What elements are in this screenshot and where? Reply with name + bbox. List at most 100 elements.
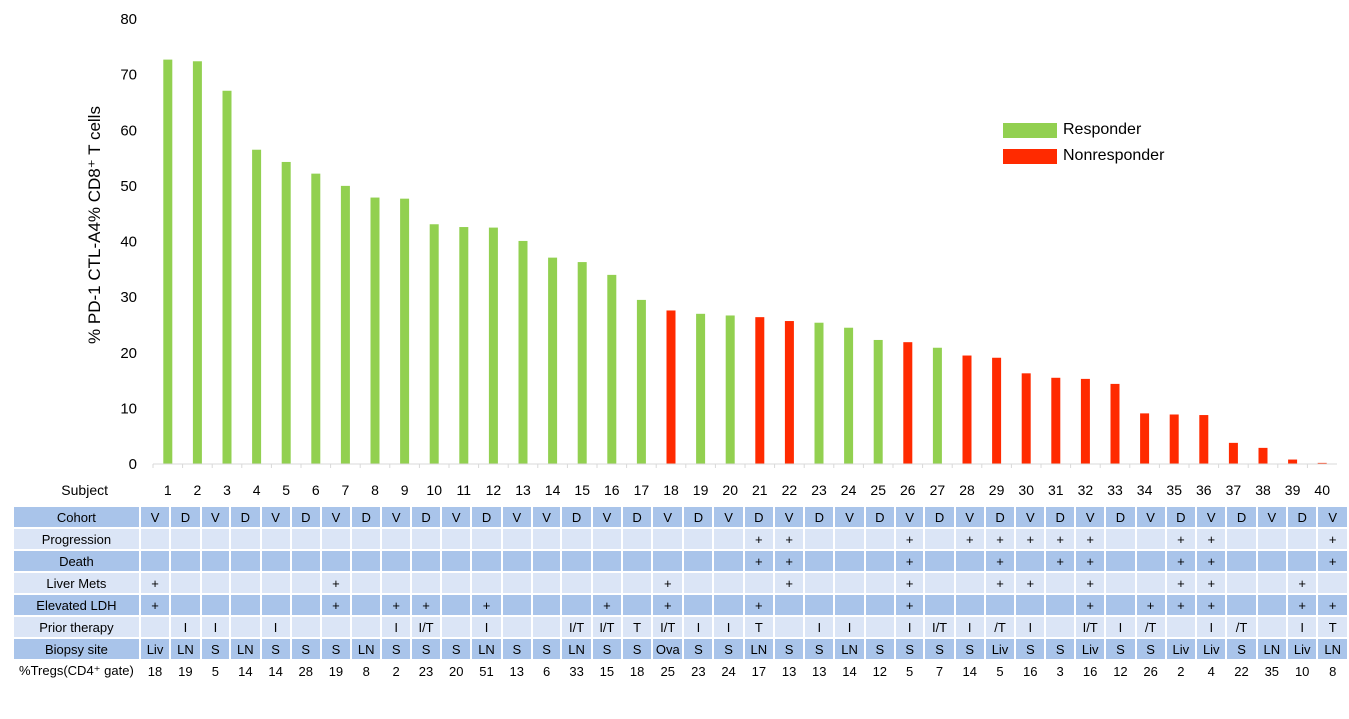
table-cell: 5 [906,663,914,679]
table-cell [1257,529,1286,549]
bar-subject-11 [459,227,469,464]
y-axis: 0 10 20 30 40 50 60 70 80 [120,11,137,473]
table-cell [231,551,260,571]
table-cell: + [1166,573,1196,593]
table-cell: V [382,507,410,527]
table-cell: 2 [1177,663,1185,679]
bar-subject-16 [607,274,617,464]
bar-subject-17 [636,299,646,464]
table-cell: + [1016,529,1045,549]
table-cell [1257,617,1286,637]
table-cell [201,573,230,593]
table-cell: I [171,617,200,637]
table-cell [1227,573,1256,593]
row-label: Elevated LDH [14,595,139,615]
table-cell [592,529,622,549]
table-cell [562,573,591,593]
table-cell [291,573,320,593]
table-cell: S [592,639,622,659]
x-tick-label: 19 [693,482,709,498]
table-cell [442,617,471,637]
y-tick-label: 80 [120,11,137,28]
x-tick-label: 10 [426,482,442,498]
row-label: Death [14,551,139,571]
table-cell: + [1288,595,1317,615]
table-cell [1257,551,1286,571]
table-cell: 25 [660,663,675,679]
table-cell: + [321,573,350,593]
table-cell: S [201,639,230,659]
table-cell: Liv [140,639,170,659]
table-cell: 5 [211,663,219,679]
table-cell [140,617,170,637]
table-cell: + [1197,595,1226,615]
table-cell [623,551,652,571]
table-cell [411,529,441,549]
table-cell: D [865,507,894,527]
table-cell: S [865,639,894,659]
y-tick-label: 70 [120,67,137,84]
bar-subject-30 [1021,373,1031,464]
table-cell [684,551,713,571]
x-tick-label: 38 [1255,482,1271,498]
table-cell [352,529,381,549]
table-row: Liver Mets + + + + + + + + + + + [14,573,1347,593]
table-cell: V [442,507,471,527]
bar-subject-38 [1258,447,1268,464]
table-cell: S [1046,639,1074,659]
table-cell [140,551,170,571]
table-cell: 24 [721,663,736,679]
x-tick-label: 7 [342,482,350,498]
table-cell [714,551,743,571]
table-cell [865,595,894,615]
table-cell [684,573,713,593]
table-cell: I [1016,617,1045,637]
table-cell [1166,617,1196,637]
y-tick-label: 60 [120,122,137,139]
table-cell [291,551,320,571]
table-cell: + [1197,529,1226,549]
x-tick-label: 30 [1018,482,1034,498]
table-cell [562,529,591,549]
table-row: Death + + + + + + + + + [14,551,1347,571]
table-cell: LN [744,639,774,659]
table-cell: 14 [842,663,857,679]
table-cell: D [1288,507,1317,527]
subject-row-label: Subject [61,482,108,498]
table-cell: 16 [1082,663,1098,679]
table-cell: S [261,639,290,659]
table-cell: 16 [1023,663,1038,679]
table-cell [171,573,200,593]
table-cell [532,573,561,593]
table-cell: I [261,617,290,637]
bar-subject-32 [1080,378,1090,464]
table-cell [291,617,320,637]
table-cell: S [714,639,743,659]
table-cell: + [744,529,774,549]
table-cell [201,551,230,571]
table-cell: + [1197,573,1226,593]
table-cell: V [1075,507,1105,527]
x-tick-label: 5 [282,482,290,498]
table-cell [472,573,501,593]
bar-subject-39 [1288,459,1298,464]
x-tick-label: 24 [841,482,857,498]
table-cell: V [592,507,622,527]
table-cell [684,529,713,549]
table-cell [502,617,531,637]
table-cell: + [653,573,683,593]
table-cell: V [955,507,984,527]
table-cell: 13 [781,663,797,679]
table-cell [653,529,683,549]
table-cell [835,551,864,571]
x-tick-label: 4 [253,482,261,498]
table-cell [171,529,200,549]
table-cell: + [744,551,774,571]
row-label: Cohort [14,507,139,527]
table-cell [623,595,652,615]
row-label: Progression [14,529,139,549]
x-tick-label: 9 [401,482,409,498]
legend-item-responder: Responder [1003,117,1164,143]
table-cell: D [472,507,501,527]
table-cell: Liv [985,639,1015,659]
